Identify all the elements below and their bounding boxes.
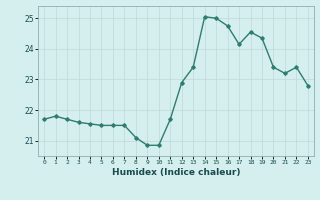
X-axis label: Humidex (Indice chaleur): Humidex (Indice chaleur) [112,168,240,177]
